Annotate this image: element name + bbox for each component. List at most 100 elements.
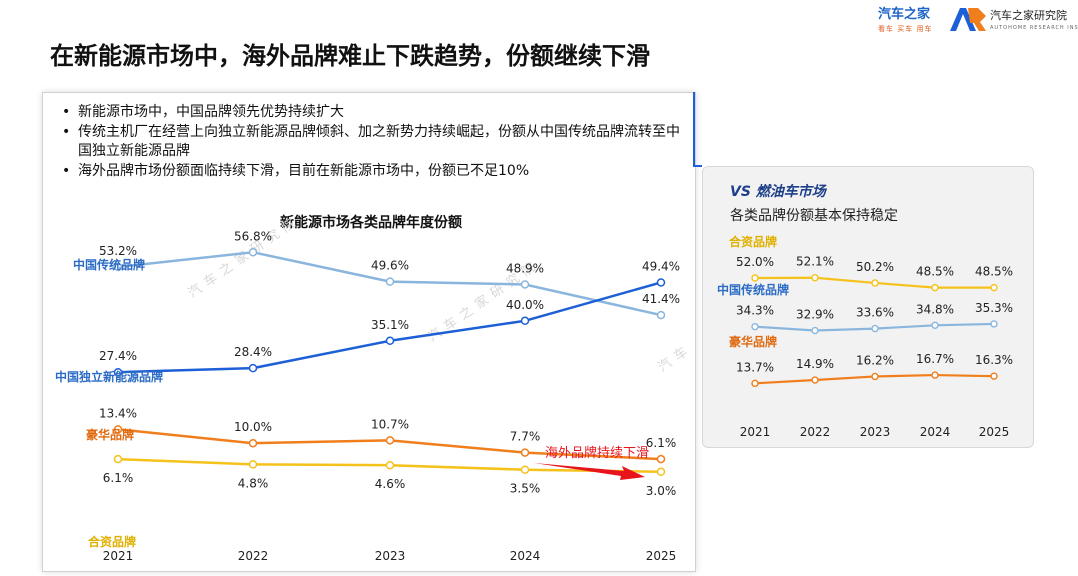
data-point bbox=[248, 248, 258, 257]
data-point bbox=[990, 283, 998, 292]
data-point bbox=[751, 379, 759, 388]
data-label: 35.1% bbox=[371, 318, 409, 332]
x-tick-label: 2024 bbox=[510, 549, 541, 563]
data-label: 13.7% bbox=[736, 360, 774, 374]
data-label: 34.3% bbox=[736, 304, 774, 318]
autohome-logo-text: 汽车之家 bbox=[878, 7, 931, 22]
data-label: 13.4% bbox=[99, 406, 137, 420]
data-label: 33.6% bbox=[856, 306, 894, 320]
data-point bbox=[656, 310, 666, 320]
data-point bbox=[520, 465, 530, 474]
data-label: 49.6% bbox=[371, 259, 409, 273]
annotation: 海外品牌持续下滑 bbox=[534, 445, 649, 480]
data-point bbox=[656, 454, 666, 464]
data-point bbox=[248, 438, 258, 448]
page-title: 在新能源市场中，海外品牌难止下跌趋势，份额继续下滑 bbox=[50, 42, 650, 70]
data-point bbox=[113, 262, 123, 272]
x-tick-label: 2024 bbox=[920, 425, 951, 439]
data-label: 3.0% bbox=[646, 484, 677, 498]
bullet-item: 传统主机厂在经营上向独立新能源品牌倾斜、加之新势力持续崛起，份额从中国传统品牌流… bbox=[58, 123, 688, 161]
data-point bbox=[811, 376, 819, 384]
data-point bbox=[811, 326, 819, 335]
institute-logo-icon bbox=[950, 8, 986, 31]
data-point bbox=[520, 280, 530, 289]
data-point bbox=[385, 277, 395, 286]
data-label: 10.0% bbox=[234, 420, 272, 434]
data-label: 41.4% bbox=[642, 292, 680, 306]
data-point bbox=[385, 436, 395, 445]
data-point bbox=[248, 460, 258, 469]
data-point bbox=[656, 278, 666, 287]
data-point bbox=[931, 283, 939, 292]
data-label: 4.8% bbox=[238, 476, 269, 490]
data-label: 48.5% bbox=[916, 265, 954, 279]
series-name-label: 中国传统品牌 bbox=[717, 282, 789, 297]
series-name-label: 豪华品牌 bbox=[86, 427, 134, 442]
data-point bbox=[751, 322, 759, 331]
data-label: 4.6% bbox=[375, 477, 406, 491]
data-label: 27.4% bbox=[99, 349, 137, 363]
right-chart: 2021 2022 2023 2024 2025 52.0% 52.1% 50.2% 48.5%… bbox=[717, 234, 1013, 439]
data-label: 16.3% bbox=[975, 353, 1013, 367]
data-point bbox=[520, 448, 530, 457]
data-point bbox=[990, 320, 998, 328]
data-point bbox=[931, 321, 939, 329]
institute-logo: 汽车之家研究院 AUTOHOME RESEARCH INSTITUTE bbox=[990, 10, 1078, 34]
comparison-subtitle: 各类品牌份额基本保持稳定 bbox=[730, 208, 898, 224]
data-point bbox=[871, 279, 879, 287]
series-name-label: 中国传统品牌 bbox=[73, 257, 145, 272]
data-label: 56.8% bbox=[234, 229, 272, 243]
data-label: 48.9% bbox=[506, 261, 544, 275]
comparison-title: VS 燃油车市场 bbox=[730, 184, 826, 200]
data-point bbox=[931, 371, 939, 379]
data-point bbox=[248, 363, 258, 373]
data-label: 52.0% bbox=[736, 255, 774, 269]
data-label: 52.1% bbox=[796, 255, 834, 269]
data-point bbox=[871, 372, 879, 381]
data-label: 14.9% bbox=[796, 357, 834, 371]
data-label: 3.5% bbox=[510, 482, 541, 496]
x-tick-label: 2021 bbox=[740, 425, 771, 439]
data-label: 10.7% bbox=[371, 417, 409, 431]
watermark-text: 汽车 bbox=[655, 340, 695, 375]
x-tick-label: 2023 bbox=[860, 425, 891, 439]
series-name-label: 合资品牌 bbox=[729, 234, 777, 249]
data-point bbox=[113, 425, 123, 434]
series-name-label: 豪华品牌 bbox=[729, 334, 777, 349]
bullet-list: 新能源市场中，中国品牌领先优势持续扩大 传统主机厂在经营上向独立新能源品牌倾斜、… bbox=[58, 103, 688, 182]
right-panel bbox=[702, 166, 1034, 448]
data-label: 49.4% bbox=[642, 259, 680, 273]
data-point bbox=[385, 460, 395, 470]
x-tick-label: 2021 bbox=[103, 549, 134, 563]
institute-logo-text: 汽车之家研究院 bbox=[990, 9, 1067, 22]
x-tick-label: 2022 bbox=[238, 549, 269, 563]
data-label: 35.3% bbox=[975, 301, 1013, 315]
x-tick-label: 2022 bbox=[800, 425, 831, 439]
data-label: 50.2% bbox=[856, 260, 894, 274]
data-label: 40.0% bbox=[506, 298, 544, 312]
series-name-label: 中国独立新能源品牌 bbox=[55, 369, 163, 384]
annotation-text: 海外品牌持续下滑 bbox=[545, 445, 649, 461]
data-label: 32.9% bbox=[796, 308, 834, 322]
data-label: 16.7% bbox=[916, 352, 954, 366]
data-label: 16.2% bbox=[856, 353, 894, 367]
data-label: 53.2% bbox=[99, 244, 137, 258]
data-point bbox=[520, 316, 530, 326]
data-point bbox=[811, 274, 819, 282]
x-tick-label: 2023 bbox=[375, 549, 406, 563]
data-point bbox=[656, 467, 666, 477]
chart-title: 新能源市场各类品牌年度份额 bbox=[280, 215, 462, 231]
data-label: 34.8% bbox=[916, 302, 954, 316]
x-tick-label: 2025 bbox=[979, 425, 1010, 439]
data-label: 48.5% bbox=[975, 265, 1013, 279]
connector-line bbox=[693, 92, 702, 167]
data-point bbox=[113, 454, 123, 464]
data-point bbox=[385, 336, 395, 346]
institute-logo-sub: AUTOHOME RESEARCH INSTITUTE bbox=[990, 25, 1078, 31]
data-point bbox=[751, 274, 759, 282]
annotation-arrow bbox=[534, 463, 645, 480]
data-label: 6.1% bbox=[646, 436, 677, 450]
data-label: 7.7% bbox=[510, 430, 541, 444]
data-point bbox=[113, 367, 123, 377]
